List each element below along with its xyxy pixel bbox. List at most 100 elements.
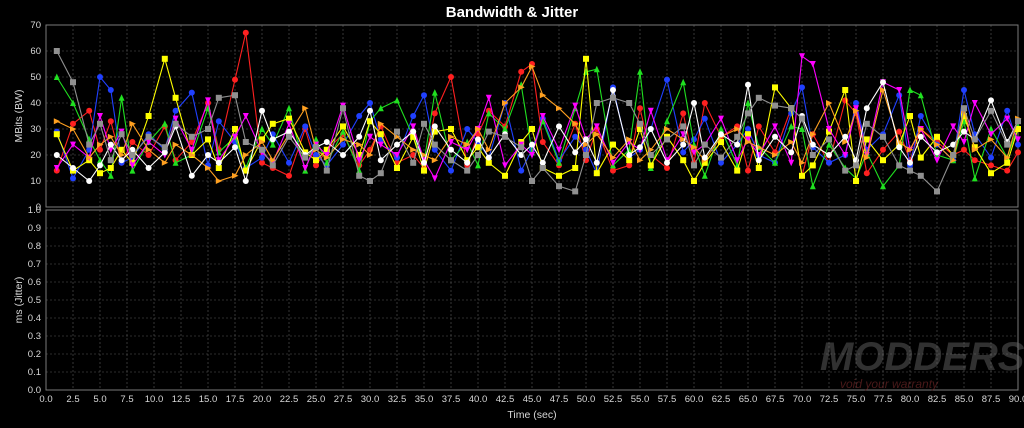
data-point: [232, 126, 238, 132]
data-point: [734, 157, 741, 164]
data-point: [701, 115, 708, 122]
data-point: [356, 141, 363, 148]
data-point: [988, 136, 995, 143]
data-point: [1004, 115, 1011, 123]
data-point: [410, 133, 417, 140]
data-point: [691, 178, 697, 184]
jitter-y-tick-label: 0.2: [28, 349, 41, 360]
data-point: [356, 133, 363, 140]
data-point: [842, 139, 849, 145]
watermark-tagline: void your warranty: [840, 377, 939, 391]
data-point: [145, 152, 152, 158]
data-point: [718, 125, 724, 132]
x-tick-label: 65.0: [739, 394, 758, 405]
data-point: [172, 115, 179, 123]
data-point: [215, 94, 222, 101]
data-point: [691, 149, 697, 156]
x-tick-label: 12.5: [172, 394, 191, 405]
data-point: [356, 157, 363, 164]
data-point: [950, 152, 957, 158]
data-point: [340, 152, 346, 158]
data-point: [680, 78, 687, 86]
data-point: [242, 139, 249, 145]
data-point: [188, 172, 195, 179]
x-tick-label: 47.5: [550, 394, 569, 405]
data-point: [431, 89, 438, 96]
data-point: [518, 167, 525, 174]
data-point: [691, 100, 697, 106]
data-point: [107, 172, 114, 179]
data-point: [502, 162, 508, 169]
data-point: [826, 136, 832, 143]
data-point: [323, 139, 330, 145]
data-point: [745, 131, 751, 138]
x-tick-label: 22.5: [280, 394, 299, 405]
data-point: [701, 100, 708, 106]
data-point: [701, 172, 708, 179]
data-point: [556, 146, 562, 154]
data-point: [626, 162, 633, 169]
data-point: [529, 63, 536, 70]
data-point: [842, 133, 849, 140]
data-point: [86, 178, 93, 184]
data-point: [934, 141, 941, 148]
x-tick-label: 17.5: [226, 394, 245, 405]
x-tick-label: 5.0: [93, 394, 106, 405]
data-point: [799, 125, 805, 132]
data-point: [826, 100, 833, 106]
data-point: [377, 120, 385, 127]
data-point: [539, 113, 546, 120]
data-point: [410, 123, 417, 130]
data-point: [680, 123, 687, 130]
data-point: [410, 128, 417, 135]
data-point: [917, 126, 925, 132]
data-point: [907, 159, 913, 166]
data-point: [755, 123, 762, 130]
data-point: [485, 154, 492, 161]
data-point: [485, 128, 492, 135]
data-point: [842, 97, 849, 104]
data-point: [637, 157, 644, 164]
data-point: [626, 157, 633, 164]
data-point: [907, 146, 914, 153]
data-point: [853, 105, 859, 112]
x-tick-label: 32.5: [388, 394, 407, 405]
data-point: [961, 113, 967, 119]
data-point: [701, 154, 708, 161]
data-point: [572, 188, 579, 195]
data-point: [485, 146, 493, 153]
data-point: [70, 99, 76, 106]
data-point: [1015, 118, 1021, 125]
data-point: [161, 159, 169, 166]
data-point: [340, 123, 346, 130]
data-point: [448, 74, 454, 80]
data-point: [863, 120, 870, 127]
data-point: [880, 146, 886, 153]
data-point: [161, 144, 168, 151]
data-point: [118, 157, 125, 164]
data-point: [356, 113, 363, 119]
x-tick-label: 37.5: [442, 394, 461, 405]
data-point: [572, 133, 579, 140]
data-point: [70, 165, 76, 171]
data-point: [431, 157, 439, 164]
data-point: [809, 141, 816, 148]
data-point: [323, 154, 331, 161]
data-point: [215, 118, 222, 125]
jitter-y-axis-label: ms (Jitter): [13, 277, 25, 324]
data-point: [242, 167, 249, 174]
data-point: [367, 133, 373, 141]
data-point: [313, 135, 319, 143]
data-point: [421, 92, 427, 99]
data-point: [188, 133, 195, 140]
data-point: [431, 123, 438, 130]
data-point: [421, 152, 428, 158]
data-point: [161, 120, 168, 127]
data-point: [259, 154, 265, 161]
data-point: [53, 152, 60, 158]
x-tick-label: 55.0: [631, 394, 650, 405]
data-point: [394, 165, 400, 171]
jitter-y-ticks: 0.0 0.1 0.2 0.3 0.4 0.5 0.6 0.7 0.8 0.9 1.0: [28, 205, 41, 396]
data-point: [502, 133, 508, 140]
